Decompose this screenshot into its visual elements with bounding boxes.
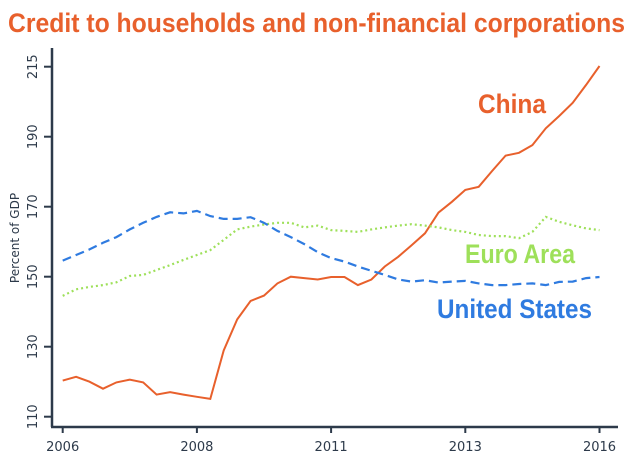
y-tick-label: 170 [26,194,41,219]
x-tick-label: 2011 [315,440,348,455]
axes: 110 130 150 170 190 215 2006 2008 2011 2013 2016 [26,48,618,455]
y-axis-label: Percent of GDP [8,193,22,283]
y-tick-label: 110 [26,404,41,429]
x-tick-label: 2013 [449,440,482,455]
series-line-united-states [62,209,600,287]
chart-title: Credit to households and non-financial c… [8,8,625,38]
series-label-euro-area: Euro Area [465,239,576,269]
x-tick-label: 2008 [180,440,213,455]
y-tick-label: 130 [26,334,41,359]
series-label-united-states: United States [437,294,592,324]
x-tick-label: 2006 [46,440,79,455]
y-tick-label: 215 [26,54,41,79]
series-label-china: China [478,89,547,119]
series-line-china [62,65,601,401]
series-line-euro-area [62,215,600,297]
y-tick-label: 150 [26,264,41,289]
x-tick-label: 2016 [583,440,616,455]
series-lines [62,65,601,401]
y-tick-label: 190 [26,124,41,149]
